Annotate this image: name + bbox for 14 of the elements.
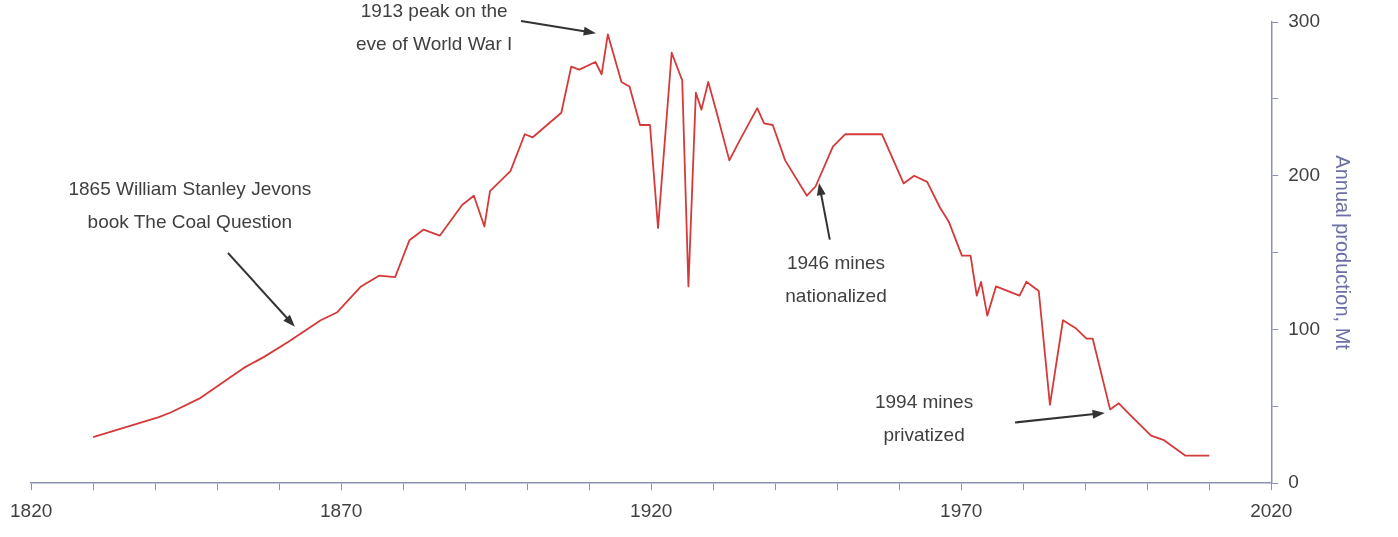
x-tick-label: 1870 bbox=[320, 499, 363, 521]
x-tick-label: 1920 bbox=[630, 499, 673, 521]
x-tick-label: 1970 bbox=[940, 499, 983, 521]
y-tick-label: 0 bbox=[1288, 471, 1299, 493]
y-tick-label: 300 bbox=[1288, 10, 1320, 32]
annotation: 1913 peak on the eve of World War I bbox=[356, 0, 513, 55]
annotation: 1994 mines privatized bbox=[874, 391, 974, 446]
y-axis-title: Annual production, Mt bbox=[1332, 155, 1355, 351]
x-tick-label: 2020 bbox=[1250, 499, 1293, 521]
annotation: 1865 William Stanley Jevons book The Coal Question bbox=[68, 178, 312, 233]
y-tick-label: 100 bbox=[1288, 317, 1320, 339]
x-tick-label: 1820 bbox=[9, 499, 53, 521]
y-tick-label: 200 bbox=[1288, 163, 1320, 185]
annotation: 1946 mines nationalized bbox=[785, 252, 887, 307]
